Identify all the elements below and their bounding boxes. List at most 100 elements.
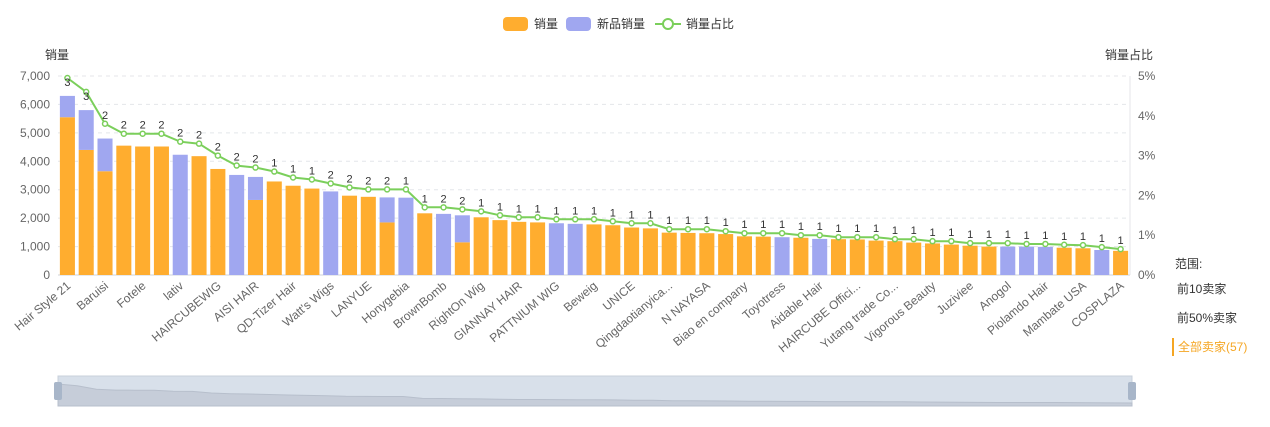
bar-new-sales xyxy=(398,197,414,275)
share-point xyxy=(308,176,316,183)
share-data-label: 1 xyxy=(1080,231,1086,243)
bar-sales xyxy=(718,234,734,275)
share-data-label: 1 xyxy=(516,203,522,215)
bar-sales xyxy=(135,146,151,275)
share-point xyxy=(684,225,692,233)
share-point xyxy=(233,162,240,169)
share-data-label: 2 xyxy=(215,142,221,154)
share-data-label: 1 xyxy=(741,219,747,231)
bar-new-sales xyxy=(323,191,339,275)
share-data-label: 1 xyxy=(1023,230,1029,242)
share-point xyxy=(948,237,955,245)
share-point xyxy=(854,233,861,241)
share-data-label: 1 xyxy=(422,193,428,205)
bar-sales xyxy=(906,242,922,275)
share-point xyxy=(176,138,184,145)
share-data-label: 2 xyxy=(384,175,390,187)
legend-swatch-sales xyxy=(503,17,528,31)
share-data-label: 1 xyxy=(610,207,616,219)
zoom-handle-left[interactable] xyxy=(54,382,62,400)
share-data-label: 1 xyxy=(478,197,484,209)
bar-new-sales xyxy=(229,174,245,275)
scope-option-all[interactable]: 全部卖家(57) xyxy=(1172,338,1267,356)
share-point xyxy=(590,216,598,223)
share-point xyxy=(1042,240,1049,248)
share-point xyxy=(271,168,278,175)
zoom-handle-right[interactable] xyxy=(1128,382,1136,400)
bar-new-sales xyxy=(454,215,470,243)
bar-sales xyxy=(285,185,301,275)
share-point xyxy=(891,235,899,243)
share-data-label: 1 xyxy=(647,209,653,221)
share-point xyxy=(910,235,917,243)
share-point xyxy=(496,212,504,219)
share-data-label: 1 xyxy=(873,223,879,235)
bar-sales xyxy=(360,196,376,275)
bar-sales xyxy=(830,239,847,275)
bar-sales xyxy=(755,236,771,275)
share-data-label: 1 xyxy=(497,201,503,213)
bar-new-sales xyxy=(59,95,75,118)
scope-title: 范围: xyxy=(1175,257,1203,271)
x-tick-label: Baruisi xyxy=(74,279,111,313)
scope-option-top10[interactable]: 前10卖家 xyxy=(1177,282,1227,296)
share-data-label: 1 xyxy=(723,217,729,229)
share-point xyxy=(459,206,466,213)
y-left-axis-title: 销量 xyxy=(45,48,69,62)
bar-sales xyxy=(97,171,113,275)
y-right-tick-label: 0% xyxy=(1138,268,1156,282)
share-data-label: 1 xyxy=(403,175,409,187)
bar-new-sales xyxy=(812,238,828,275)
bar-sales xyxy=(153,146,169,275)
share-data-label: 1 xyxy=(948,227,954,239)
share-point xyxy=(440,204,447,211)
bar-sales xyxy=(849,239,865,275)
share-data-label: 2 xyxy=(121,120,127,132)
bar-sales xyxy=(417,213,433,275)
share-data-label: 1 xyxy=(835,223,841,235)
share-point xyxy=(421,204,428,211)
share-data-label: 1 xyxy=(817,221,823,233)
bar-new-sales xyxy=(172,154,188,275)
legend-label-new-sales: 新品销量 xyxy=(597,17,646,31)
share-data-label: 1 xyxy=(1061,231,1067,243)
bar-new-sales xyxy=(97,138,113,172)
share-point xyxy=(760,229,767,237)
bar-sales xyxy=(247,199,263,275)
share-data-label: 1 xyxy=(760,219,766,231)
share-point xyxy=(252,164,259,171)
share-point xyxy=(365,186,372,193)
share-data-label: 2 xyxy=(346,173,352,185)
legend-label-sales: 销量 xyxy=(534,17,559,31)
bar-new-sales xyxy=(1037,246,1053,275)
share-data-label: 1 xyxy=(572,205,578,217)
share-point xyxy=(383,186,391,193)
share-data-label: 1 xyxy=(892,225,898,237)
share-data-label: 1 xyxy=(1099,233,1105,245)
share-point xyxy=(1098,243,1106,251)
share-data-label: 1 xyxy=(1118,235,1124,247)
share-point xyxy=(985,239,993,247)
share-point xyxy=(741,229,748,237)
share-point xyxy=(1004,239,1012,247)
share-data-label: 1 xyxy=(553,205,559,217)
share-data-label: 2 xyxy=(234,152,240,164)
bar-sales xyxy=(680,232,696,275)
share-point xyxy=(816,231,823,239)
share-data-label: 2 xyxy=(365,175,371,187)
share-data-label: 2 xyxy=(252,154,258,166)
share-data-label: 1 xyxy=(967,229,973,241)
x-tick-label: Fotele xyxy=(114,278,149,310)
scope-option-top50pct[interactable]: 前50%卖家 xyxy=(1177,311,1238,325)
share-data-label: 1 xyxy=(798,221,804,233)
bar-sales xyxy=(379,222,395,275)
y-right-tick-label: 5% xyxy=(1138,69,1156,83)
y-left-tick-label: 1,000 xyxy=(20,240,50,254)
y-left-tick-label: 6,000 xyxy=(20,97,50,111)
share-data-label: 1 xyxy=(629,209,635,221)
share-data-label: 1 xyxy=(779,219,785,231)
legend-swatch-new-sales xyxy=(566,17,591,31)
bar-sales xyxy=(586,224,602,275)
bar-sales xyxy=(341,195,358,275)
